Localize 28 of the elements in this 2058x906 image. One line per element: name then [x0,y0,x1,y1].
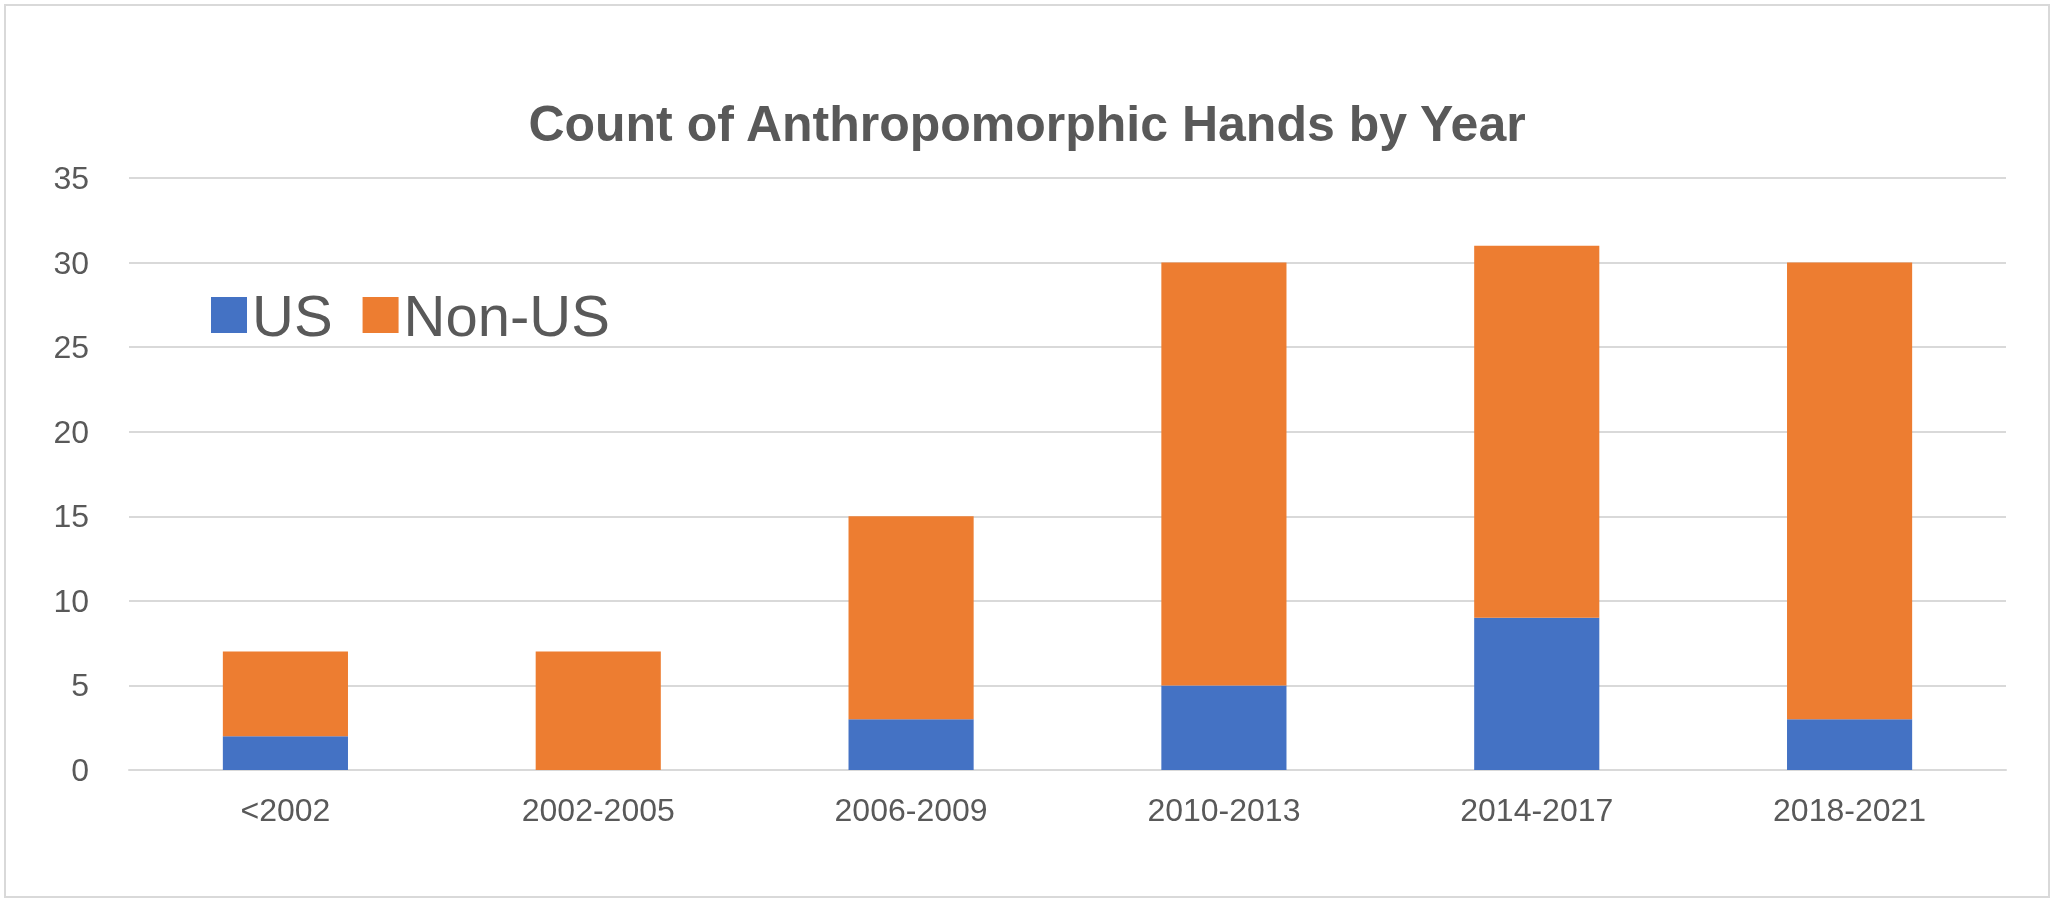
legend-label: US [252,282,333,348]
x-tick-label: 2018-2021 [1773,792,1927,828]
x-tick-label: 2006-2009 [834,792,988,828]
bar [1161,262,1287,686]
y-tick-label: 10 [53,582,89,619]
bar [222,651,348,737]
legend-label: Non-US [403,282,610,348]
x-tick-label: <2002 [240,792,331,828]
y-tick-label: 25 [53,329,89,366]
y-tick-label: 15 [53,498,89,535]
x-tick-label: 2002-2005 [521,792,675,828]
bar [848,719,974,770]
y-tick-label: 0 [71,752,89,788]
y-tick-label: 35 [53,160,89,196]
y-tick-label: 20 [53,413,89,450]
chart-title: Count of Anthropomorphic Hands by Year [528,96,1526,152]
bar [1161,685,1287,770]
x-tick-label: 2014-2017 [1460,792,1614,828]
bar [1787,262,1913,720]
bar [1474,245,1600,618]
bar [535,651,661,770]
bar [1474,617,1600,770]
bar [1787,719,1913,770]
y-tick-label: 5 [71,667,89,704]
bar [848,516,974,720]
bar [222,736,348,770]
x-tick-label: 2010-2013 [1147,792,1301,828]
y-tick-label: 30 [53,244,89,281]
